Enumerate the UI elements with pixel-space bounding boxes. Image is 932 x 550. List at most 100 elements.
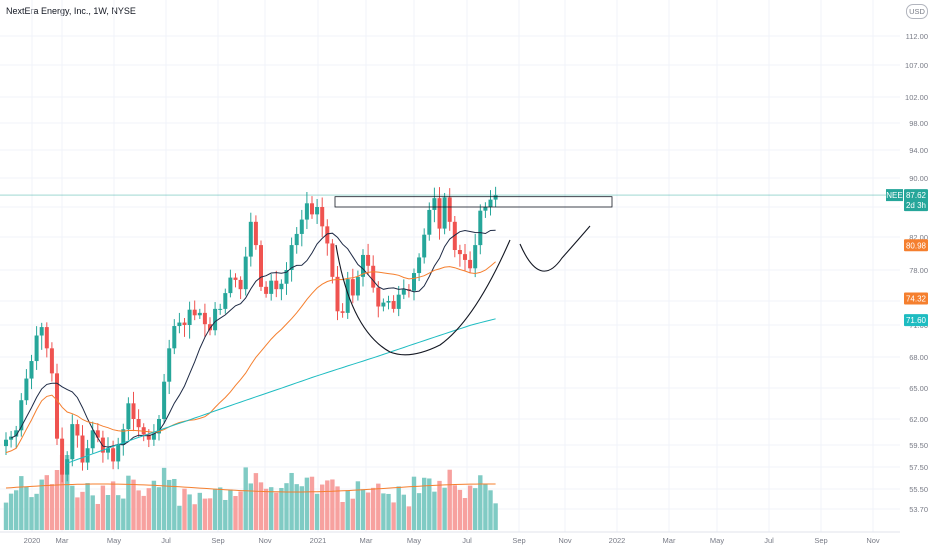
volume-bar [289,472,294,530]
time-tick-label: Sep [512,536,525,545]
volume-bar [24,486,29,530]
price-tick-label: 57.50 [909,463,928,472]
volume-bar [253,473,259,530]
candle-body [131,403,136,419]
candle-body [136,419,141,428]
volume-bar [452,485,457,530]
volume-bar [39,479,44,530]
time-tick-label: 2020 [24,536,41,545]
volume-bar [381,493,386,530]
volume-bar [156,487,162,530]
volume-bar [284,483,289,530]
price-tick-label: 53.70 [909,505,928,514]
candle-body [116,445,121,462]
candle-body [157,419,161,434]
candle-body [197,312,202,316]
candle-body [202,312,207,325]
moving-averages [5,229,496,493]
candle-body [19,400,24,431]
volume-bar [151,480,157,530]
time-tick-label: Jul [764,536,774,545]
volume-bar [406,506,412,530]
candle-body [75,424,80,436]
volume-bar [279,487,284,530]
volume-bar [493,503,498,530]
candle-body [325,226,330,244]
candle-body [335,276,340,312]
price-tick-label: 90.00 [909,174,928,183]
volume-bar [365,492,371,530]
candle-body [172,326,177,349]
candle-body [386,301,391,303]
volume-bar [182,488,187,530]
candle-body [213,308,218,331]
volume-bar [488,490,493,530]
cup-curve [335,239,511,356]
volume-bar [457,489,463,530]
volume-bar [467,485,473,530]
volume-bar [330,479,335,530]
candle-body [340,311,345,313]
volume-bar [44,475,49,530]
volume-bar [192,504,197,530]
price-tick-label: 65.00 [909,384,928,393]
candle-body [304,203,309,220]
volume-bar [396,486,401,530]
volume-bar [309,476,315,530]
ema-short-tag-bg [904,239,928,252]
candle-body [320,207,325,227]
time-axis: 2020 Mar May Jul Sep Nov 2021 Mar May Jul Sep Nov 20… [0,531,900,545]
volume-bar [238,491,243,530]
ema-mid-tag: 74.32 [906,294,927,303]
last-price-tag-bg [904,189,928,212]
candle-body [223,293,228,309]
volume-bar [269,487,274,530]
candle-body [330,243,335,277]
candle-body [243,256,248,290]
time-tick-label: May [710,536,724,545]
candle-body [468,259,473,269]
volume-bar [274,492,279,530]
candle-body [151,433,156,440]
candle-body [29,361,34,379]
candle-body [269,280,274,294]
volume-bar [304,477,310,530]
candle-body [228,277,233,294]
candle-body [350,279,355,296]
volume-bar [8,493,14,530]
candle-body [4,439,8,447]
time-tick-label: 2021 [310,536,327,545]
time-tick-label: Jul [462,536,472,545]
volume-bar [462,498,468,530]
volume-bar [355,481,361,530]
candle-body [218,308,223,310]
candle-body [80,435,85,463]
candle-body [192,309,197,316]
candle-body [177,322,182,327]
candle-body [412,273,416,291]
candle-body [95,430,100,438]
time-tick-label: Mar [56,536,69,545]
candle-body [70,424,75,460]
volume-bar [360,489,366,530]
ema-long-line [67,318,496,464]
symbol-tag-bg [886,189,903,202]
time-tick-label: Sep [814,536,827,545]
volume-bar [146,488,151,530]
currency-badge[interactable]: USD [906,4,928,19]
volume-bar [85,483,90,530]
volume-bar [416,493,422,530]
candle-body [248,221,253,257]
candle-body [238,279,243,290]
volume-bar [126,475,131,530]
volume-bar [350,498,355,530]
volume-bar [483,484,488,530]
volume-bar [320,484,325,530]
grid [0,0,900,532]
volume-bar [161,467,167,530]
candle-body [187,309,192,325]
volume-bar [80,491,85,530]
handle-curve [519,225,591,272]
candle-body [432,198,437,210]
